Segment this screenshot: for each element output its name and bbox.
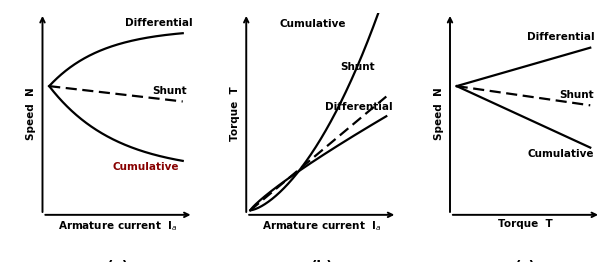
Text: Speed  N: Speed N (27, 88, 36, 140)
Text: (b): (b) (310, 260, 333, 262)
Text: Speed  N: Speed N (434, 88, 444, 140)
Text: Differential: Differential (325, 102, 392, 112)
Text: Armature current  I$_a$: Armature current I$_a$ (58, 219, 178, 233)
Text: Shunt: Shunt (560, 90, 594, 100)
Text: Differential: Differential (527, 32, 595, 42)
Text: Shunt: Shunt (340, 62, 375, 72)
Text: Cumulative: Cumulative (112, 162, 178, 172)
Text: Cumulative: Cumulative (279, 19, 346, 29)
Text: Torque  T: Torque T (498, 219, 553, 229)
Text: Torque  T: Torque T (230, 87, 240, 141)
Text: Differential: Differential (125, 18, 192, 28)
Text: (c): (c) (515, 260, 536, 262)
Text: Shunt: Shunt (152, 86, 187, 96)
Text: (a): (a) (107, 260, 129, 262)
Text: Armature current  I$_a$: Armature current I$_a$ (262, 219, 381, 233)
Text: Cumulative: Cumulative (527, 149, 594, 159)
